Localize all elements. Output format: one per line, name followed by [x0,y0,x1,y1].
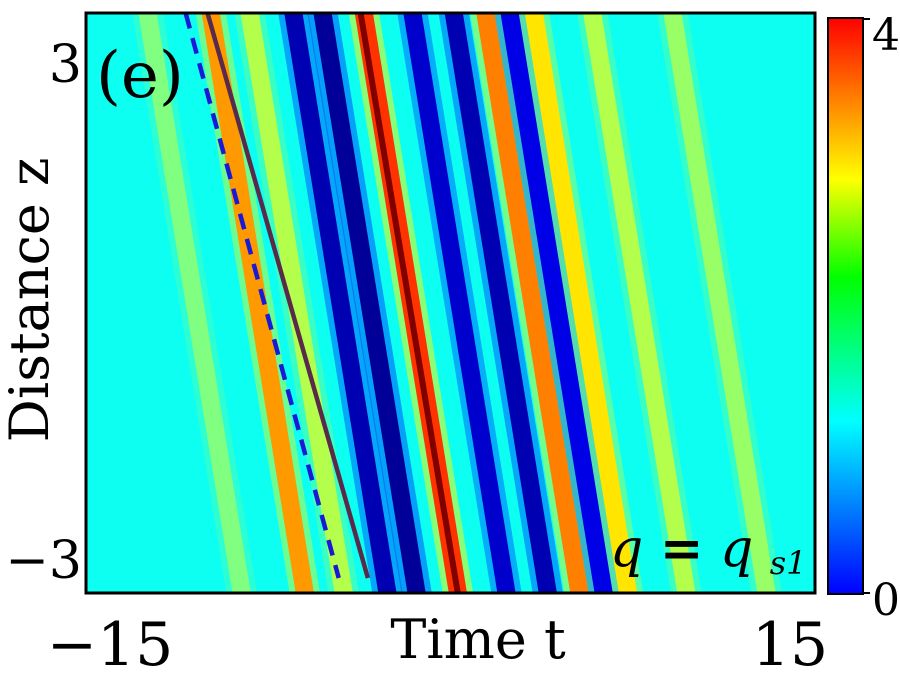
annotation-subscript: s1 [770,544,807,582]
heatmap-stripe-7 [444,13,557,593]
trajectory-line-solid [205,13,371,579]
x-tick-label-neg15: −15 [47,610,174,674]
annotation-q: q [610,519,643,579]
annotation-q-equals-qs1: q = q s1 [610,518,807,582]
heatmap-stripe-3 [284,13,397,593]
heatmap-stripe-0 [138,13,251,593]
heatmap-stripe-4 [313,13,426,593]
heatmap-stripe-12 [663,13,776,593]
heatmap-stripe-6 [403,13,516,593]
heatmap-stripe-2 [240,13,353,593]
colorbar-tick-label-0: 0 [872,575,900,626]
heatmap-peak-ridge [357,13,461,593]
plot-area [86,13,815,593]
colorbar-tick-label-4: 4 [872,10,900,61]
intensity-stripes [132,13,782,593]
annotation-qs: q [720,519,753,579]
y-tick-label-3: 3 [49,35,82,95]
x-tick-label-15: 15 [752,610,828,674]
panel-label: (e) [96,39,184,113]
heatmap-stripe-10 [524,13,638,593]
trajectory-line-dashed [183,13,341,579]
y-tick-label-neg3: −3 [5,531,82,591]
heatmap-stripe-1 [201,13,314,593]
plot-frame [84,11,817,595]
heatmap-stripe-8 [476,13,589,593]
trajectory-lines [183,13,371,579]
annotation-eq: = [660,518,704,579]
colorbar [827,17,864,595]
x-axis-label: Time t [390,608,566,671]
y-axis-label: Distance z [0,158,61,443]
heatmap-stripe-11 [583,13,696,593]
heatmap-stripe-9 [500,13,613,593]
